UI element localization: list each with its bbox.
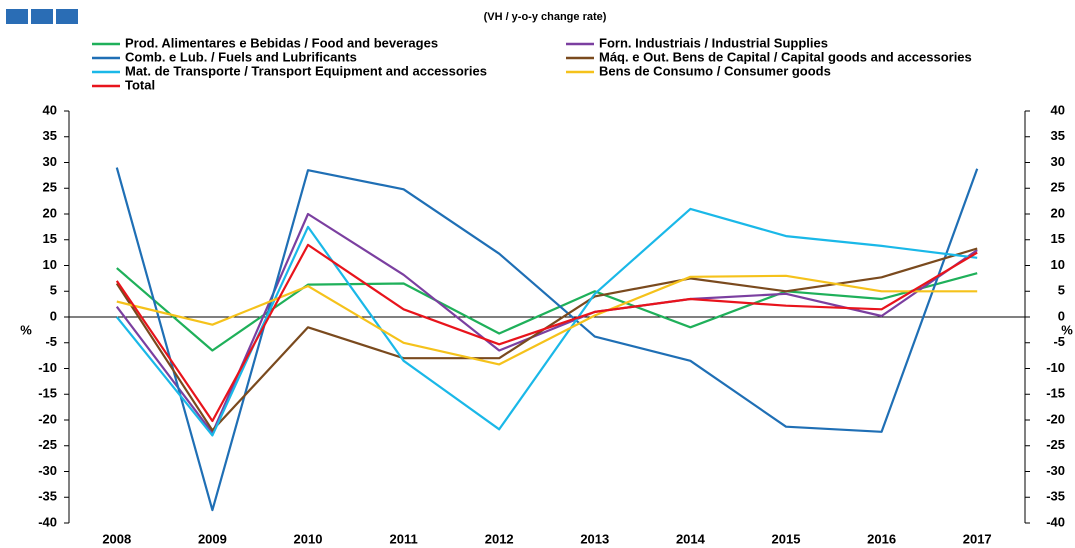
y2-tick-label: 25 xyxy=(1051,180,1065,195)
y2-tick-label: -5 xyxy=(1053,334,1065,349)
y-tick-label: 30 xyxy=(43,154,57,169)
y2-tick-label: -10 xyxy=(1046,360,1065,375)
y-tick-label: -5 xyxy=(45,334,57,349)
y2-tick-label: 40 xyxy=(1051,102,1065,117)
y-tick-label: 5 xyxy=(50,283,57,298)
x-tick-label: 2017 xyxy=(963,531,992,546)
y2-tick-label: -30 xyxy=(1046,463,1065,478)
y-tick-label: -20 xyxy=(38,411,57,426)
y2-tick-label: 0 xyxy=(1058,308,1065,323)
series-line xyxy=(116,267,978,352)
legend-label: Total xyxy=(125,77,155,92)
series-line xyxy=(115,212,978,434)
y-tick-label: -35 xyxy=(38,489,57,504)
logo-block xyxy=(6,9,28,24)
y-tick-label: 10 xyxy=(43,257,57,272)
y2-tick-label: -25 xyxy=(1046,437,1065,452)
legend-label: Forn. Industriais / Industrial Supplies xyxy=(599,35,828,50)
y2-tick-label: 30 xyxy=(1051,154,1065,169)
legend-label: Máq. e Out. Bens de Capital / Capital go… xyxy=(599,49,972,64)
x-tick-label: 2009 xyxy=(198,531,227,546)
legend-label: Prod. Alimentares e Bebidas / Food and b… xyxy=(125,35,438,50)
y-tick-label: -15 xyxy=(38,386,57,401)
logo-block xyxy=(56,9,78,24)
legend-label: Bens de Consumo / Consumer goods xyxy=(599,63,831,78)
y-tick-label: -30 xyxy=(38,463,57,478)
y-tick-label: -25 xyxy=(38,437,57,452)
series-line xyxy=(115,207,978,437)
y-tick-label: 0 xyxy=(50,308,57,323)
y-tick-label: 20 xyxy=(43,205,57,220)
y-tick-label: 40 xyxy=(43,102,57,117)
y2-tick-label: 20 xyxy=(1051,205,1065,220)
y-tick-label: 25 xyxy=(43,180,57,195)
y-tick-label: 35 xyxy=(43,128,57,143)
y-tick-label: 15 xyxy=(43,231,57,246)
y-axis-label: % xyxy=(20,322,32,337)
legend-label: Mat. de Transporte / Transport Equipment… xyxy=(125,63,487,78)
y2-tick-label: -15 xyxy=(1046,386,1065,401)
chart-subtitle: (VH / y-o-y change rate) xyxy=(484,11,607,23)
legend: Prod. Alimentares e Bebidas / Food and b… xyxy=(92,35,972,92)
legend-label: Comb. e Lub. / Fuels and Lubrificants xyxy=(125,49,357,64)
y2-tick-label: -40 xyxy=(1046,514,1065,529)
series-line xyxy=(115,167,979,512)
plot-area: -40 -35 -30 -25 -20 -15 -10 -5 0 5 10 15 20 25 30 35 40 -… xyxy=(20,102,1073,546)
y2-tick-label: 15 xyxy=(1051,231,1065,246)
x-tick-label: 2008 xyxy=(102,531,131,546)
y2-tick-label: 35 xyxy=(1051,128,1065,143)
x-tick-label: 2012 xyxy=(485,531,514,546)
y2-tick-label: -35 xyxy=(1046,489,1065,504)
y2-tick-label: -20 xyxy=(1046,411,1065,426)
series-line xyxy=(116,274,978,366)
x-tick-label: 2016 xyxy=(867,531,896,546)
y2-tick-label: 10 xyxy=(1051,257,1065,272)
y-tick-label: -40 xyxy=(38,514,57,529)
series-line xyxy=(115,243,978,423)
logo-block xyxy=(31,9,53,24)
y2-axis-label: % xyxy=(1061,322,1073,337)
y2-tick-label: 5 xyxy=(1058,283,1065,298)
x-tick-label: 2013 xyxy=(580,531,609,546)
y-tick-label: -10 xyxy=(38,360,57,375)
x-tick-label: 2011 xyxy=(389,531,417,546)
x-tick-label: 2014 xyxy=(676,531,706,546)
x-tick-label: 2015 xyxy=(772,531,801,546)
x-tick-label: 2010 xyxy=(294,531,323,546)
